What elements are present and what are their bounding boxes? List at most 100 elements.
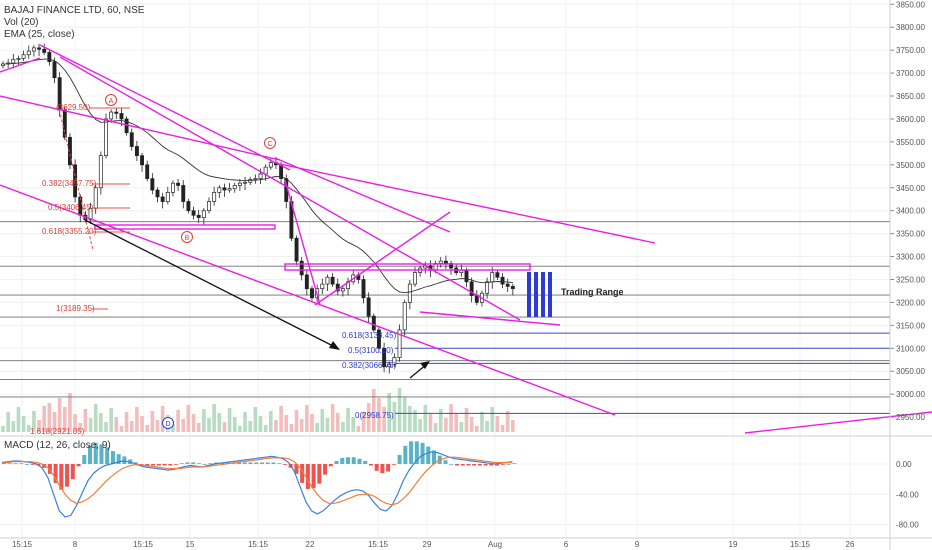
candle-body bbox=[222, 187, 227, 191]
volume-bar bbox=[83, 409, 88, 432]
volume-bar bbox=[104, 422, 108, 432]
macd-histogram-bar bbox=[260, 462, 265, 464]
candle-body bbox=[93, 187, 98, 209]
macd-histogram-bar bbox=[208, 463, 213, 465]
volume-bar bbox=[68, 393, 72, 432]
candle-body bbox=[387, 363, 392, 367]
volume-bar bbox=[232, 417, 237, 432]
volume-bar bbox=[11, 421, 16, 432]
macd-histogram-bar bbox=[426, 446, 431, 464]
candle-body bbox=[11, 58, 16, 64]
macd-histogram-bar bbox=[271, 462, 276, 464]
volume-bar bbox=[387, 393, 392, 432]
volume-bar bbox=[238, 426, 242, 432]
projection-arrow-line bbox=[84, 219, 336, 348]
trendline-lower-channel bbox=[0, 184, 616, 416]
time-axis-label: 15:15 bbox=[248, 540, 269, 549]
price-axis-label: 3800.00 bbox=[896, 23, 925, 32]
volume-bar bbox=[459, 422, 464, 432]
volume-bar bbox=[346, 408, 350, 432]
volume-bar bbox=[505, 411, 510, 432]
volume-bar bbox=[454, 413, 458, 432]
macd-histogram-bar bbox=[386, 464, 391, 472]
macd-histogram-bar bbox=[409, 441, 414, 464]
volume-bar bbox=[202, 409, 206, 432]
candle-body bbox=[377, 329, 381, 349]
candle-body bbox=[243, 181, 247, 184]
macd-histogram-bar bbox=[139, 464, 144, 465]
volume-bar bbox=[47, 403, 52, 432]
macd-histogram-bar bbox=[391, 464, 396, 465]
trading-range-bar bbox=[548, 272, 552, 317]
macd-histogram-bar bbox=[248, 462, 253, 464]
volume-bar bbox=[428, 414, 433, 432]
grid-layer bbox=[0, 0, 890, 538]
macd-histogram-bar bbox=[53, 464, 58, 483]
candle-body bbox=[73, 164, 78, 198]
candle-body bbox=[294, 237, 299, 262]
candle-body bbox=[263, 166, 268, 175]
volume-bar bbox=[26, 425, 31, 432]
macd-histogram-bar bbox=[443, 460, 448, 464]
volume-bar bbox=[299, 419, 304, 432]
candle-body bbox=[176, 182, 181, 186]
time-axis-label: 15 bbox=[186, 540, 195, 549]
macd-histogram-bar bbox=[99, 444, 104, 464]
macd-histogram-bar bbox=[242, 462, 247, 464]
volume-bar bbox=[449, 404, 453, 432]
macd-histogram-bar bbox=[351, 457, 356, 464]
macd-histogram-bar bbox=[472, 464, 477, 466]
volume-indicator-label: Vol (20) bbox=[4, 17, 38, 28]
candle-body bbox=[299, 260, 304, 276]
macd-histogram-bar bbox=[116, 454, 121, 464]
fib-price-label: 0.618(3133.45) bbox=[342, 331, 397, 340]
time-axis-label: 15:15 bbox=[790, 540, 811, 549]
volume-bar bbox=[325, 418, 330, 432]
volume-bar bbox=[433, 423, 438, 432]
plot-background bbox=[0, 0, 890, 550]
candle-body bbox=[227, 188, 232, 191]
macd-histogram-bar bbox=[323, 464, 328, 475]
macd-histogram-bar bbox=[363, 460, 368, 464]
volume-bar bbox=[186, 405, 191, 432]
candle-body bbox=[340, 288, 345, 292]
macd-histogram-bar bbox=[483, 464, 488, 466]
candle-body bbox=[366, 297, 371, 317]
volume-bar bbox=[243, 412, 247, 432]
candle-body bbox=[181, 185, 186, 202]
volume-bar bbox=[176, 410, 180, 432]
candle-body bbox=[62, 109, 67, 138]
volume-bar bbox=[88, 418, 93, 432]
up-arrow-head bbox=[420, 361, 430, 369]
volume-bar bbox=[382, 407, 386, 432]
fib-price-label: 1.618(2921.05) bbox=[30, 427, 85, 436]
candle-body bbox=[52, 61, 57, 79]
price-axis-label: 3200.00 bbox=[896, 298, 925, 307]
candle-body bbox=[155, 189, 160, 198]
macd-histogram-bar bbox=[82, 454, 87, 464]
time-axis-label: 9 bbox=[635, 540, 640, 549]
fib-price-label: 0(2958.75) bbox=[355, 411, 394, 420]
volume-bar bbox=[392, 402, 397, 432]
macd-histogram-bar bbox=[122, 456, 127, 464]
volume-bar bbox=[160, 406, 165, 432]
volume-bar bbox=[490, 407, 495, 432]
macd-histogram-bar bbox=[202, 464, 207, 465]
volume-bar bbox=[351, 417, 355, 432]
macd-histogram-bar bbox=[156, 464, 161, 466]
candle-body bbox=[397, 329, 402, 358]
time-axis-label: 19 bbox=[729, 540, 738, 549]
candle-body bbox=[268, 162, 273, 168]
candle-body bbox=[495, 272, 500, 278]
macd-histogram-bar bbox=[414, 441, 419, 464]
volume-bar bbox=[253, 407, 258, 432]
candle-body bbox=[67, 136, 72, 166]
candle-body bbox=[258, 173, 263, 179]
candle-body bbox=[21, 54, 26, 59]
macd-layer bbox=[1, 441, 517, 518]
trendline-wedge-top bbox=[274, 157, 451, 233]
candle-body bbox=[443, 260, 448, 264]
chart-title: BAJAJ FINANCE LTD, 60, NSE bbox=[4, 5, 145, 16]
